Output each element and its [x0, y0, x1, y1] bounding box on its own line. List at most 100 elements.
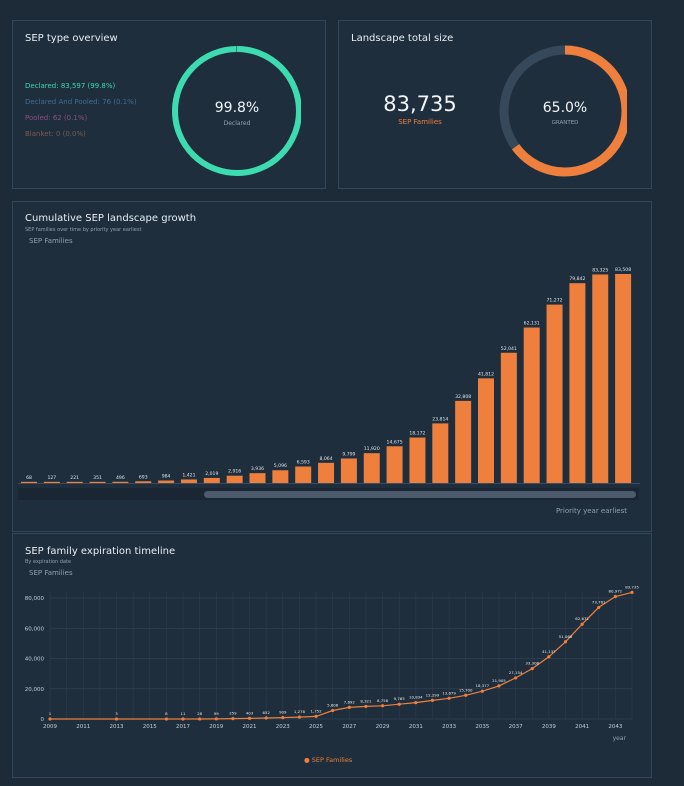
data-point[interactable]	[198, 717, 202, 721]
data-point[interactable]	[231, 717, 235, 721]
bar[interactable]	[203, 477, 220, 483]
point-label: 18,377	[476, 683, 490, 688]
bar-label: 2,916	[228, 469, 241, 475]
point-label: 51,068	[559, 634, 573, 639]
point-label: 1,278	[294, 709, 306, 714]
bar[interactable]	[43, 481, 60, 483]
sep-type-card: SEP type overview Declared: 83,597 (99.8…	[12, 20, 326, 189]
bar-label: 3,936	[251, 466, 264, 472]
data-point[interactable]	[181, 717, 185, 721]
data-point[interactable]	[414, 701, 418, 705]
bar[interactable]	[158, 480, 175, 483]
expiration-line	[50, 591, 633, 720]
bar-label: 71,272	[547, 298, 563, 304]
bar-label: 32,808	[455, 394, 471, 400]
bar-label: 6,593	[297, 459, 310, 465]
growth-subtitle: SEP families over time by priority year …	[25, 227, 142, 233]
legend-item[interactable]: Declared: 83,597 (99.8%)	[25, 82, 116, 90]
bar[interactable]	[478, 378, 494, 483]
point-label: 41,137	[542, 649, 556, 654]
bar-label: 2,019	[205, 471, 218, 477]
data-point[interactable]	[364, 704, 368, 709]
point-label: 8,321	[360, 698, 372, 703]
bar[interactable]	[318, 462, 335, 483]
bar[interactable]	[592, 274, 609, 483]
data-point[interactable]	[164, 717, 168, 721]
bar[interactable]	[546, 304, 563, 483]
data-point[interactable]	[214, 717, 218, 721]
data-point[interactable]	[430, 698, 435, 702]
data-point[interactable]	[447, 696, 451, 700]
point-label: 9,765	[394, 696, 406, 701]
declared-ring-label: Declared	[224, 120, 251, 127]
bar[interactable]	[432, 423, 449, 483]
data-point[interactable]	[563, 640, 568, 644]
data-point[interactable]	[281, 716, 285, 720]
point-label: 7,692	[344, 699, 356, 704]
data-point[interactable]	[464, 693, 468, 697]
data-point[interactable]	[580, 622, 584, 626]
x-tick-label: 2021	[243, 724, 257, 730]
point-label: 8	[165, 711, 168, 716]
data-point[interactable]	[530, 667, 534, 671]
growth-scrollbar[interactable]	[18, 488, 639, 500]
data-point[interactable]	[547, 655, 551, 659]
data-point[interactable]	[114, 717, 119, 721]
data-point[interactable]	[514, 676, 518, 680]
bar[interactable]	[66, 481, 83, 483]
bar-label: 83,325	[592, 267, 608, 273]
point-label: 80,972	[609, 589, 623, 594]
data-point[interactable]	[497, 684, 501, 688]
bar[interactable]	[226, 475, 243, 483]
data-point[interactable]	[597, 605, 601, 610]
granted-ring-label: GRANTED	[552, 120, 579, 126]
data-point[interactable]	[397, 702, 401, 706]
point-label: 83,735	[625, 584, 639, 589]
legend-item[interactable]: Blanket: 0 (0.0%)	[25, 130, 86, 138]
bar[interactable]	[615, 274, 632, 483]
data-point[interactable]	[480, 689, 484, 693]
data-point[interactable]	[48, 717, 52, 721]
expiration-y-axis-title: SEP Families	[29, 569, 73, 577]
bar[interactable]	[272, 470, 289, 483]
legend-item[interactable]: Declared And Pooled: 76 (0.1%)	[25, 98, 137, 106]
bar[interactable]	[569, 283, 586, 483]
data-point[interactable]	[331, 708, 335, 713]
x-tick-label: 2009	[43, 724, 57, 730]
growth-scrollbar-thumb[interactable]	[204, 491, 636, 498]
data-point[interactable]	[613, 594, 617, 599]
point-label: 11	[181, 711, 186, 716]
bar[interactable]	[180, 479, 197, 483]
x-tick-label: 2031	[409, 724, 423, 730]
data-point[interactable]	[297, 715, 302, 719]
data-point[interactable]	[380, 704, 385, 708]
point-label: 73,761	[592, 599, 606, 604]
bar[interactable]	[21, 481, 37, 483]
bar[interactable]	[135, 481, 152, 483]
x-tick-label: 2027	[342, 724, 356, 730]
bar[interactable]	[409, 437, 426, 483]
bar[interactable]	[340, 458, 357, 483]
data-point[interactable]	[314, 714, 318, 718]
bar[interactable]	[523, 327, 540, 483]
data-point[interactable]	[247, 716, 252, 720]
declared-ring: 99.8% Declared	[172, 46, 301, 176]
data-point[interactable]	[347, 705, 351, 709]
bar[interactable]	[89, 481, 106, 483]
bar[interactable]	[249, 473, 266, 483]
bar[interactable]	[500, 352, 517, 483]
x-tick-label: 2029	[376, 724, 390, 730]
expiration-legend[interactable]: ● SEP Families	[304, 756, 352, 764]
legend-item[interactable]: Pooled: 62 (0.1%)	[25, 114, 88, 122]
data-point[interactable]	[630, 590, 634, 594]
bar[interactable]	[295, 466, 312, 483]
data-point[interactable]	[264, 716, 268, 720]
bar[interactable]	[386, 446, 403, 483]
bar[interactable]	[363, 453, 380, 483]
point-label: 10,834	[409, 695, 423, 700]
bar-label: 83,508	[615, 267, 631, 273]
bar[interactable]	[455, 400, 472, 483]
bar[interactable]	[112, 481, 129, 483]
bar-label: 79,842	[569, 276, 585, 282]
point-label: 62,671	[575, 616, 589, 621]
